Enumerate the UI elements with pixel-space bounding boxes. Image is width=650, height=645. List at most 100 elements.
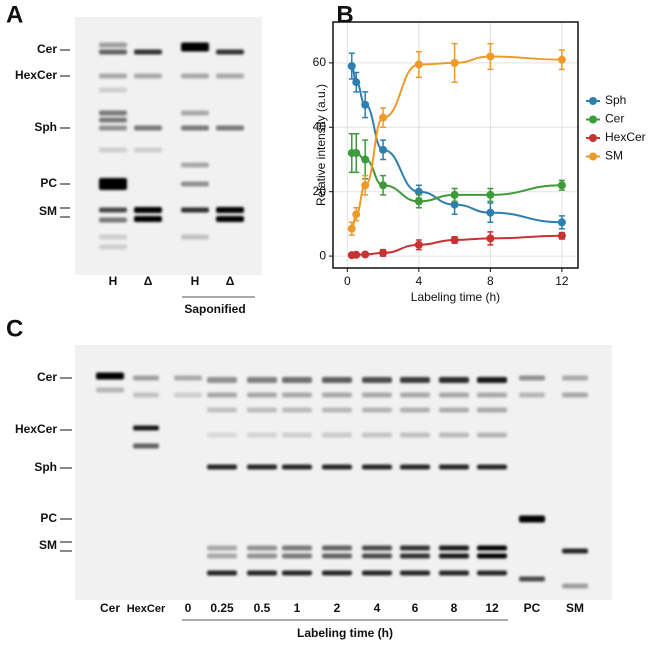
gel-band <box>562 548 588 554</box>
row-label: Sph <box>34 120 57 134</box>
gel-band <box>362 407 392 413</box>
data-point <box>352 78 361 87</box>
gel-band <box>99 110 127 116</box>
y-tick-label: 60 <box>313 55 327 69</box>
gel-band <box>133 392 159 398</box>
data-point <box>414 197 423 206</box>
gel-band <box>562 375 588 381</box>
gel-band <box>400 545 430 551</box>
lane-label: Δ <box>226 274 235 288</box>
data-point <box>361 250 370 259</box>
gel-band <box>207 464 237 470</box>
gel-band <box>96 372 124 380</box>
gel-band <box>322 553 352 559</box>
gel-band <box>216 207 244 213</box>
gel-c <box>75 345 612 600</box>
lane-label: HexCer <box>127 603 166 615</box>
gel-band <box>99 217 127 223</box>
row-label: HexCer <box>15 422 57 436</box>
gel-band <box>322 432 352 438</box>
gel-band <box>181 73 209 79</box>
gel-band <box>216 49 244 55</box>
gel-band <box>477 407 507 413</box>
gel-band <box>99 234 127 240</box>
lane-label: 8 <box>451 601 458 615</box>
gel-band <box>400 464 430 470</box>
gel-band <box>362 392 392 398</box>
gel-band <box>439 407 469 413</box>
data-point <box>352 210 361 219</box>
lane-label: SM <box>566 601 584 615</box>
gel-band <box>181 207 209 213</box>
gel-band <box>99 178 127 190</box>
data-point <box>486 234 495 243</box>
data-point <box>361 155 370 164</box>
panel-letter: A <box>6 1 23 28</box>
data-point <box>352 250 361 259</box>
data-point <box>557 55 566 64</box>
gel-band <box>477 377 507 383</box>
data-point <box>450 235 459 244</box>
x-tick-label: 8 <box>487 274 494 288</box>
data-point <box>352 149 361 158</box>
gel-band <box>562 583 588 589</box>
gel-band <box>216 73 244 79</box>
gel-band <box>134 73 162 79</box>
gel-band <box>247 553 277 559</box>
gel-band <box>362 464 392 470</box>
gel-band <box>207 432 237 438</box>
lane-label: H <box>191 274 200 288</box>
x-tick-label: 0 <box>344 274 351 288</box>
gel-band <box>519 515 545 523</box>
gel-band <box>207 377 237 383</box>
row-label: PC <box>40 176 57 190</box>
gel-band <box>181 125 209 131</box>
legend-swatch <box>589 134 597 142</box>
data-point <box>450 190 459 199</box>
gel-band <box>181 162 209 168</box>
gel-band <box>362 570 392 576</box>
gel-band <box>282 392 312 398</box>
gel-band <box>519 375 545 381</box>
x-tick-label: 12 <box>555 274 569 288</box>
gel-band <box>439 545 469 551</box>
row-label: Cer <box>37 370 57 384</box>
row-label: HexCer <box>15 68 57 82</box>
lane-label: H <box>109 274 118 288</box>
lane-label: 6 <box>412 601 419 615</box>
x-axis-label: Labeling time (h) <box>411 290 500 304</box>
data-point <box>347 224 356 233</box>
gel-band <box>362 377 392 383</box>
gel-band <box>181 42 209 52</box>
gel-band <box>282 464 312 470</box>
gel-band <box>207 392 237 398</box>
gel-band <box>247 432 277 438</box>
gel-band <box>400 553 430 559</box>
lane-label: Δ <box>144 274 153 288</box>
data-point <box>557 181 566 190</box>
y-tick-label: 20 <box>313 184 327 198</box>
gel-band <box>99 42 127 48</box>
gel-band <box>99 125 127 131</box>
gel-band <box>322 464 352 470</box>
gel-band <box>207 570 237 576</box>
gel-band <box>477 464 507 470</box>
y-tick-label: 0 <box>319 248 326 262</box>
lane-label: 4 <box>374 601 381 615</box>
gel-bands <box>96 42 588 589</box>
gel-band <box>400 377 430 383</box>
gel-band <box>362 545 392 551</box>
gel-band <box>133 375 159 381</box>
data-point <box>557 231 566 240</box>
data-point <box>414 187 423 196</box>
gel-band <box>247 570 277 576</box>
gel-band <box>134 216 162 222</box>
gel-band <box>322 392 352 398</box>
gel-band <box>181 110 209 116</box>
row-label: SM <box>39 538 57 552</box>
gel-band <box>247 377 277 383</box>
lane-label: 0.5 <box>254 601 271 615</box>
gel-band <box>282 570 312 576</box>
lane-label: Cer <box>100 601 120 615</box>
